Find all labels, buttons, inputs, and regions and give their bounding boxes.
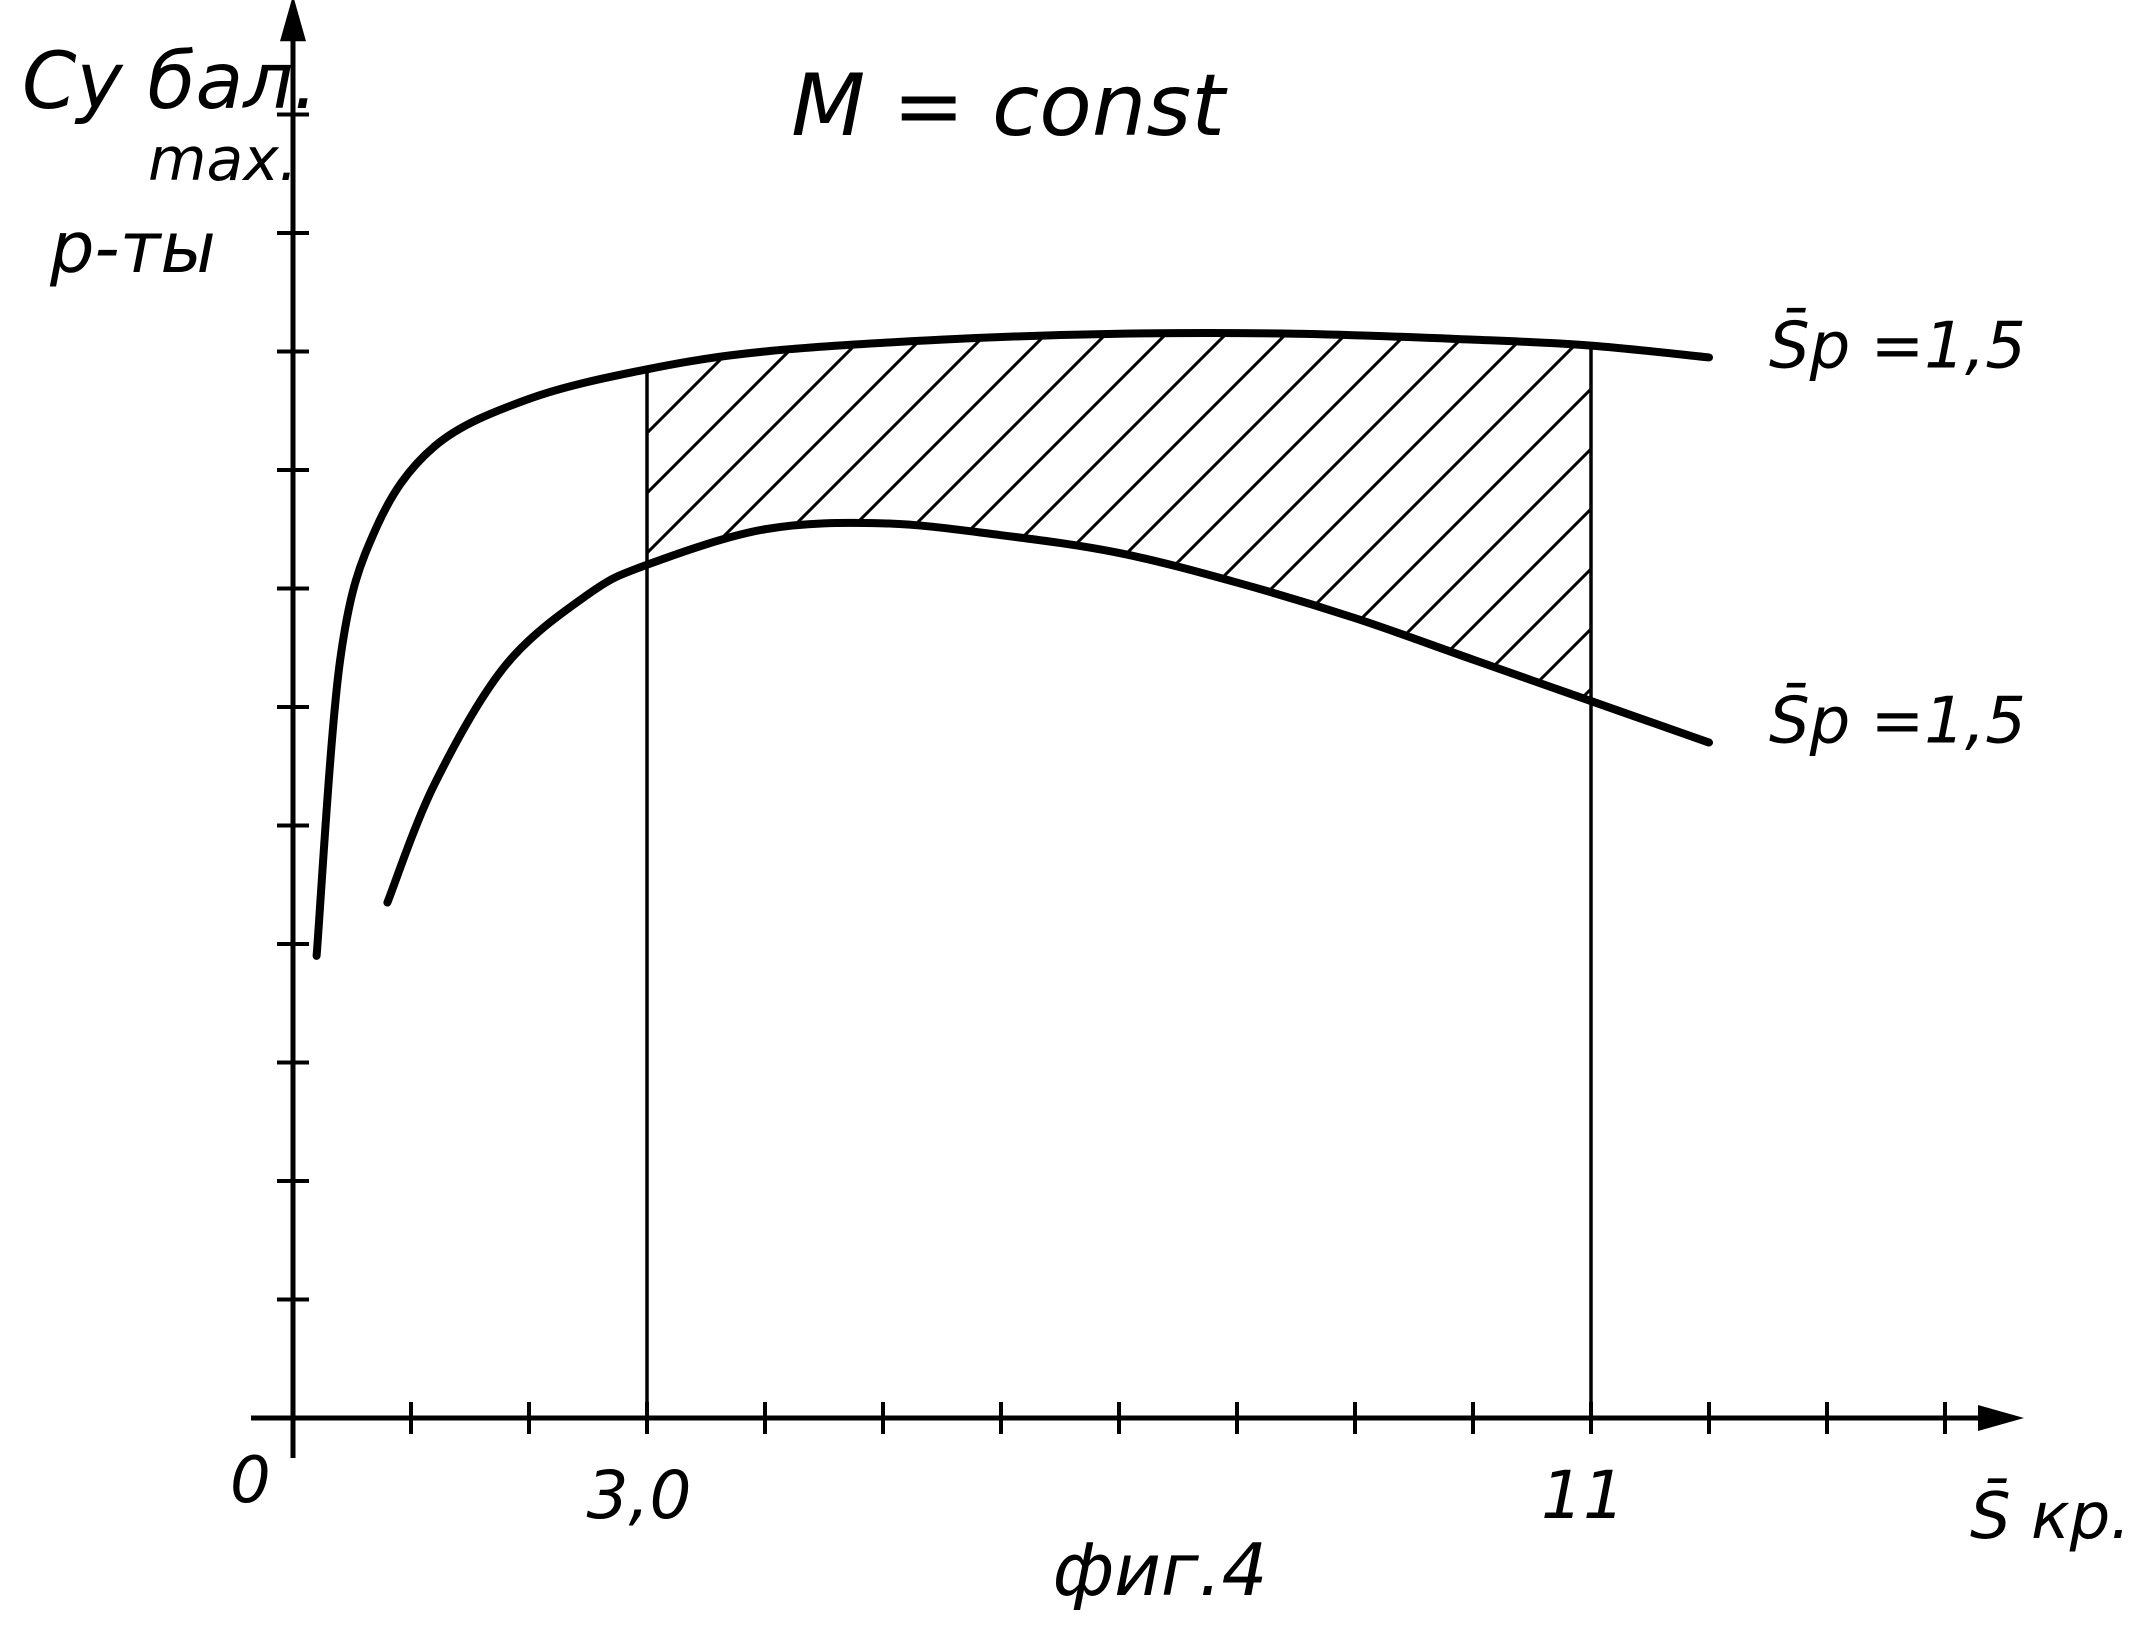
y-axis-label-main: Cy бал.	[22, 37, 318, 127]
shaded-region	[647, 333, 1591, 702]
y-axis-arrow	[280, 0, 306, 42]
series-lines	[312, 328, 1713, 960]
figure-caption: фиг.4	[1053, 1528, 1268, 1612]
x-tick-label: 11	[1541, 1457, 1625, 1534]
boundary-lines	[645, 345, 1593, 1418]
series-label: S̄р =1,5	[1769, 308, 2026, 384]
series-label: S̄р =1,5	[1769, 683, 2026, 759]
series-line	[383, 518, 1713, 907]
origin-label: 0	[230, 1444, 271, 1518]
tick-labels: 3,0 11 S̄р =1,5 S̄р =1,5	[587, 308, 2026, 1534]
x-tick-label: 3,0	[587, 1457, 692, 1534]
y-axis-label-line2: р-ты	[49, 207, 216, 289]
axes	[251, 0, 2024, 1458]
y-axis-label-sub: max.	[148, 125, 298, 195]
x-axis-label: S̄ кр.	[1970, 1478, 2131, 1554]
series-line	[312, 328, 1713, 960]
chart-title: M = const	[791, 56, 1228, 156]
x-axis-arrow	[1978, 1405, 2024, 1431]
hatched-area	[647, 333, 1591, 702]
